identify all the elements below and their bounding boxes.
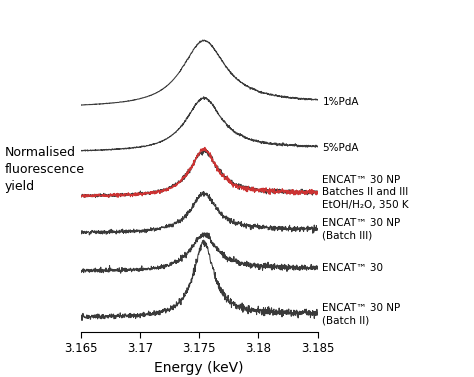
Text: Normalised
fluorescence
yield: Normalised fluorescence yield [5,146,85,193]
Text: 5%PdA: 5%PdA [322,143,359,153]
Text: ENCAT™ 30: ENCAT™ 30 [322,263,383,273]
X-axis label: Energy (keV): Energy (keV) [155,361,244,375]
Text: ENCAT™ 30 NP
(Batch II): ENCAT™ 30 NP (Batch II) [322,303,401,325]
Text: 1%PdA: 1%PdA [322,97,359,107]
Text: ENCAT™ 30 NP
(Batch III): ENCAT™ 30 NP (Batch III) [322,218,401,241]
Text: ENCAT™ 30 NP
Batches II and III
EtOH/H₂O, 350 K: ENCAT™ 30 NP Batches II and III EtOH/H₂O… [322,175,409,210]
